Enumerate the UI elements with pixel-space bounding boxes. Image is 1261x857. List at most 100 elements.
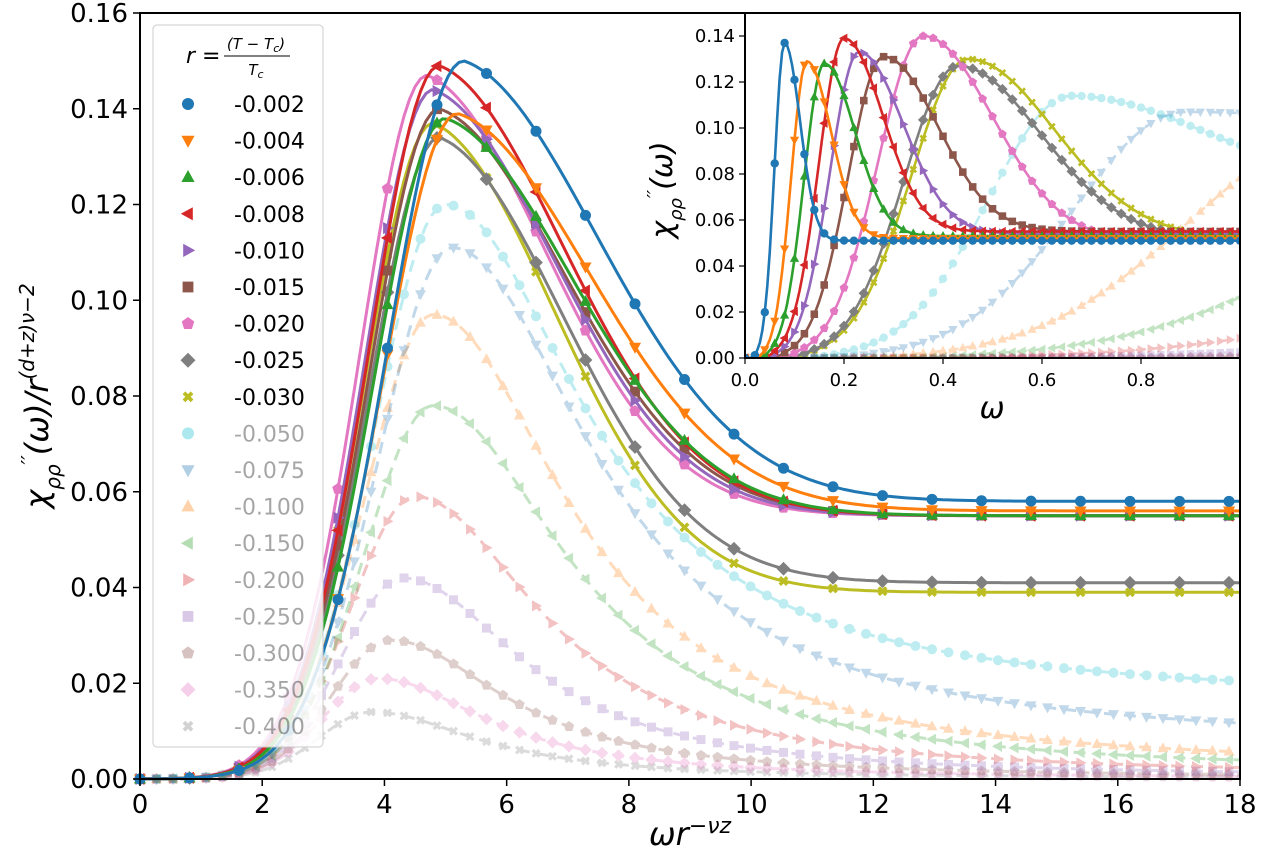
inset-point: [929, 113, 937, 121]
main-point: [729, 571, 739, 581]
main-y-tick-label: 0.14: [70, 95, 128, 125]
main-x-tick-label: 6: [498, 790, 515, 820]
main-point: [961, 761, 970, 770]
legend: r = (T − Tc) Tc -0.002-0.004-0.006-0.008…: [153, 25, 323, 747]
inset-point: [1077, 237, 1085, 245]
legend-label: -0.002: [234, 93, 305, 118]
main-point: [1109, 668, 1119, 678]
main-point: [680, 731, 689, 740]
inset-point: [1058, 237, 1066, 245]
main-point: [234, 765, 245, 776]
main-y-tick-label: 0.16: [70, 0, 128, 29]
inset-point: [1117, 237, 1125, 245]
main-point: [597, 431, 607, 441]
main-point: [515, 652, 524, 661]
legend-label: -0.300: [234, 642, 305, 667]
legend-marker: [183, 282, 194, 293]
main-point: [713, 738, 722, 747]
legend-label: -0.400: [234, 715, 305, 740]
main-point: [416, 576, 425, 585]
inset-point: [979, 195, 987, 203]
inset-x-axis-label: ω: [979, 391, 1004, 426]
inset-point: [919, 94, 927, 102]
inset-point: [959, 168, 967, 176]
main-point: [1026, 496, 1037, 507]
main-point: [895, 757, 904, 766]
inset-point: [978, 237, 986, 245]
legend-label: -0.020: [234, 313, 305, 338]
main-y-tick-label: 0.02: [70, 669, 128, 699]
inset-point: [1196, 126, 1204, 134]
inset-point: [910, 78, 918, 86]
inset-point: [1048, 99, 1056, 107]
main-point: [878, 633, 888, 643]
inset-point: [840, 236, 848, 244]
main-point: [1175, 673, 1185, 683]
inset-x-tick-label: 0.0: [731, 370, 760, 391]
main-point: [664, 727, 673, 736]
main-y-tick-label: 0.06: [70, 478, 128, 508]
inset-point: [1068, 237, 1076, 245]
inset-point: [870, 236, 878, 244]
inset-point: [1226, 349, 1234, 357]
inset-point: [909, 311, 917, 319]
main-point: [845, 754, 854, 763]
legend-label: -0.075: [234, 459, 305, 484]
main-point: [465, 210, 475, 220]
main-point: [1125, 496, 1136, 507]
main-point: [697, 735, 706, 744]
inset-point: [1157, 110, 1165, 118]
main-point: [333, 594, 344, 605]
inset-point: [1018, 134, 1026, 142]
inset-point: [801, 330, 809, 338]
main-point: [515, 280, 525, 290]
main-point: [548, 677, 557, 686]
inset-point: [771, 159, 779, 167]
main-point: [382, 343, 393, 354]
main-x-tick-label: 14: [979, 790, 1012, 820]
inset-point: [939, 275, 947, 283]
main-point: [730, 741, 739, 750]
inset-x-tick-label: 0.6: [1028, 370, 1057, 391]
main-point: [466, 609, 475, 618]
inset-point: [1117, 98, 1125, 106]
main-point: [679, 374, 690, 385]
main-point: [696, 547, 706, 557]
inset-point: [1147, 237, 1155, 245]
inset-point: [1107, 237, 1115, 245]
inset-point: [1216, 349, 1224, 357]
inset-point: [1087, 93, 1095, 101]
main-point: [482, 624, 491, 633]
inset-point: [899, 237, 907, 245]
main-x-tick-label: 10: [735, 790, 768, 820]
inset-point: [999, 212, 1007, 220]
inset-point: [811, 310, 819, 318]
inset-point: [969, 183, 977, 191]
main-x-tick-label: 0: [132, 790, 149, 820]
inset-x-tick-label: 0.2: [830, 370, 859, 391]
main-point: [746, 744, 755, 753]
legend-label: -0.030: [234, 386, 305, 411]
main-point: [614, 711, 623, 720]
legend-label: -0.004: [234, 130, 305, 155]
inset-point: [959, 237, 967, 245]
inset-point: [820, 229, 828, 237]
legend-label: -0.350: [234, 679, 305, 704]
inset-point: [1068, 92, 1076, 100]
main-y-tick-label: 0.12: [70, 191, 128, 221]
main-point: [878, 756, 887, 765]
inset-point: [978, 206, 986, 214]
main-x-tick-label: 12: [857, 790, 890, 820]
legend-label: -0.250: [234, 605, 305, 630]
inset-y-tick-label: 0.00: [695, 348, 735, 369]
main-point: [1174, 496, 1185, 507]
main-point: [1075, 496, 1086, 507]
inset-point: [1167, 237, 1175, 245]
inset-point: [1097, 237, 1105, 245]
inset-point: [1107, 96, 1115, 104]
inset-point: [1206, 130, 1214, 138]
inset-point: [1038, 237, 1046, 245]
inset-point: [939, 132, 947, 140]
legend-marker: [182, 427, 194, 439]
